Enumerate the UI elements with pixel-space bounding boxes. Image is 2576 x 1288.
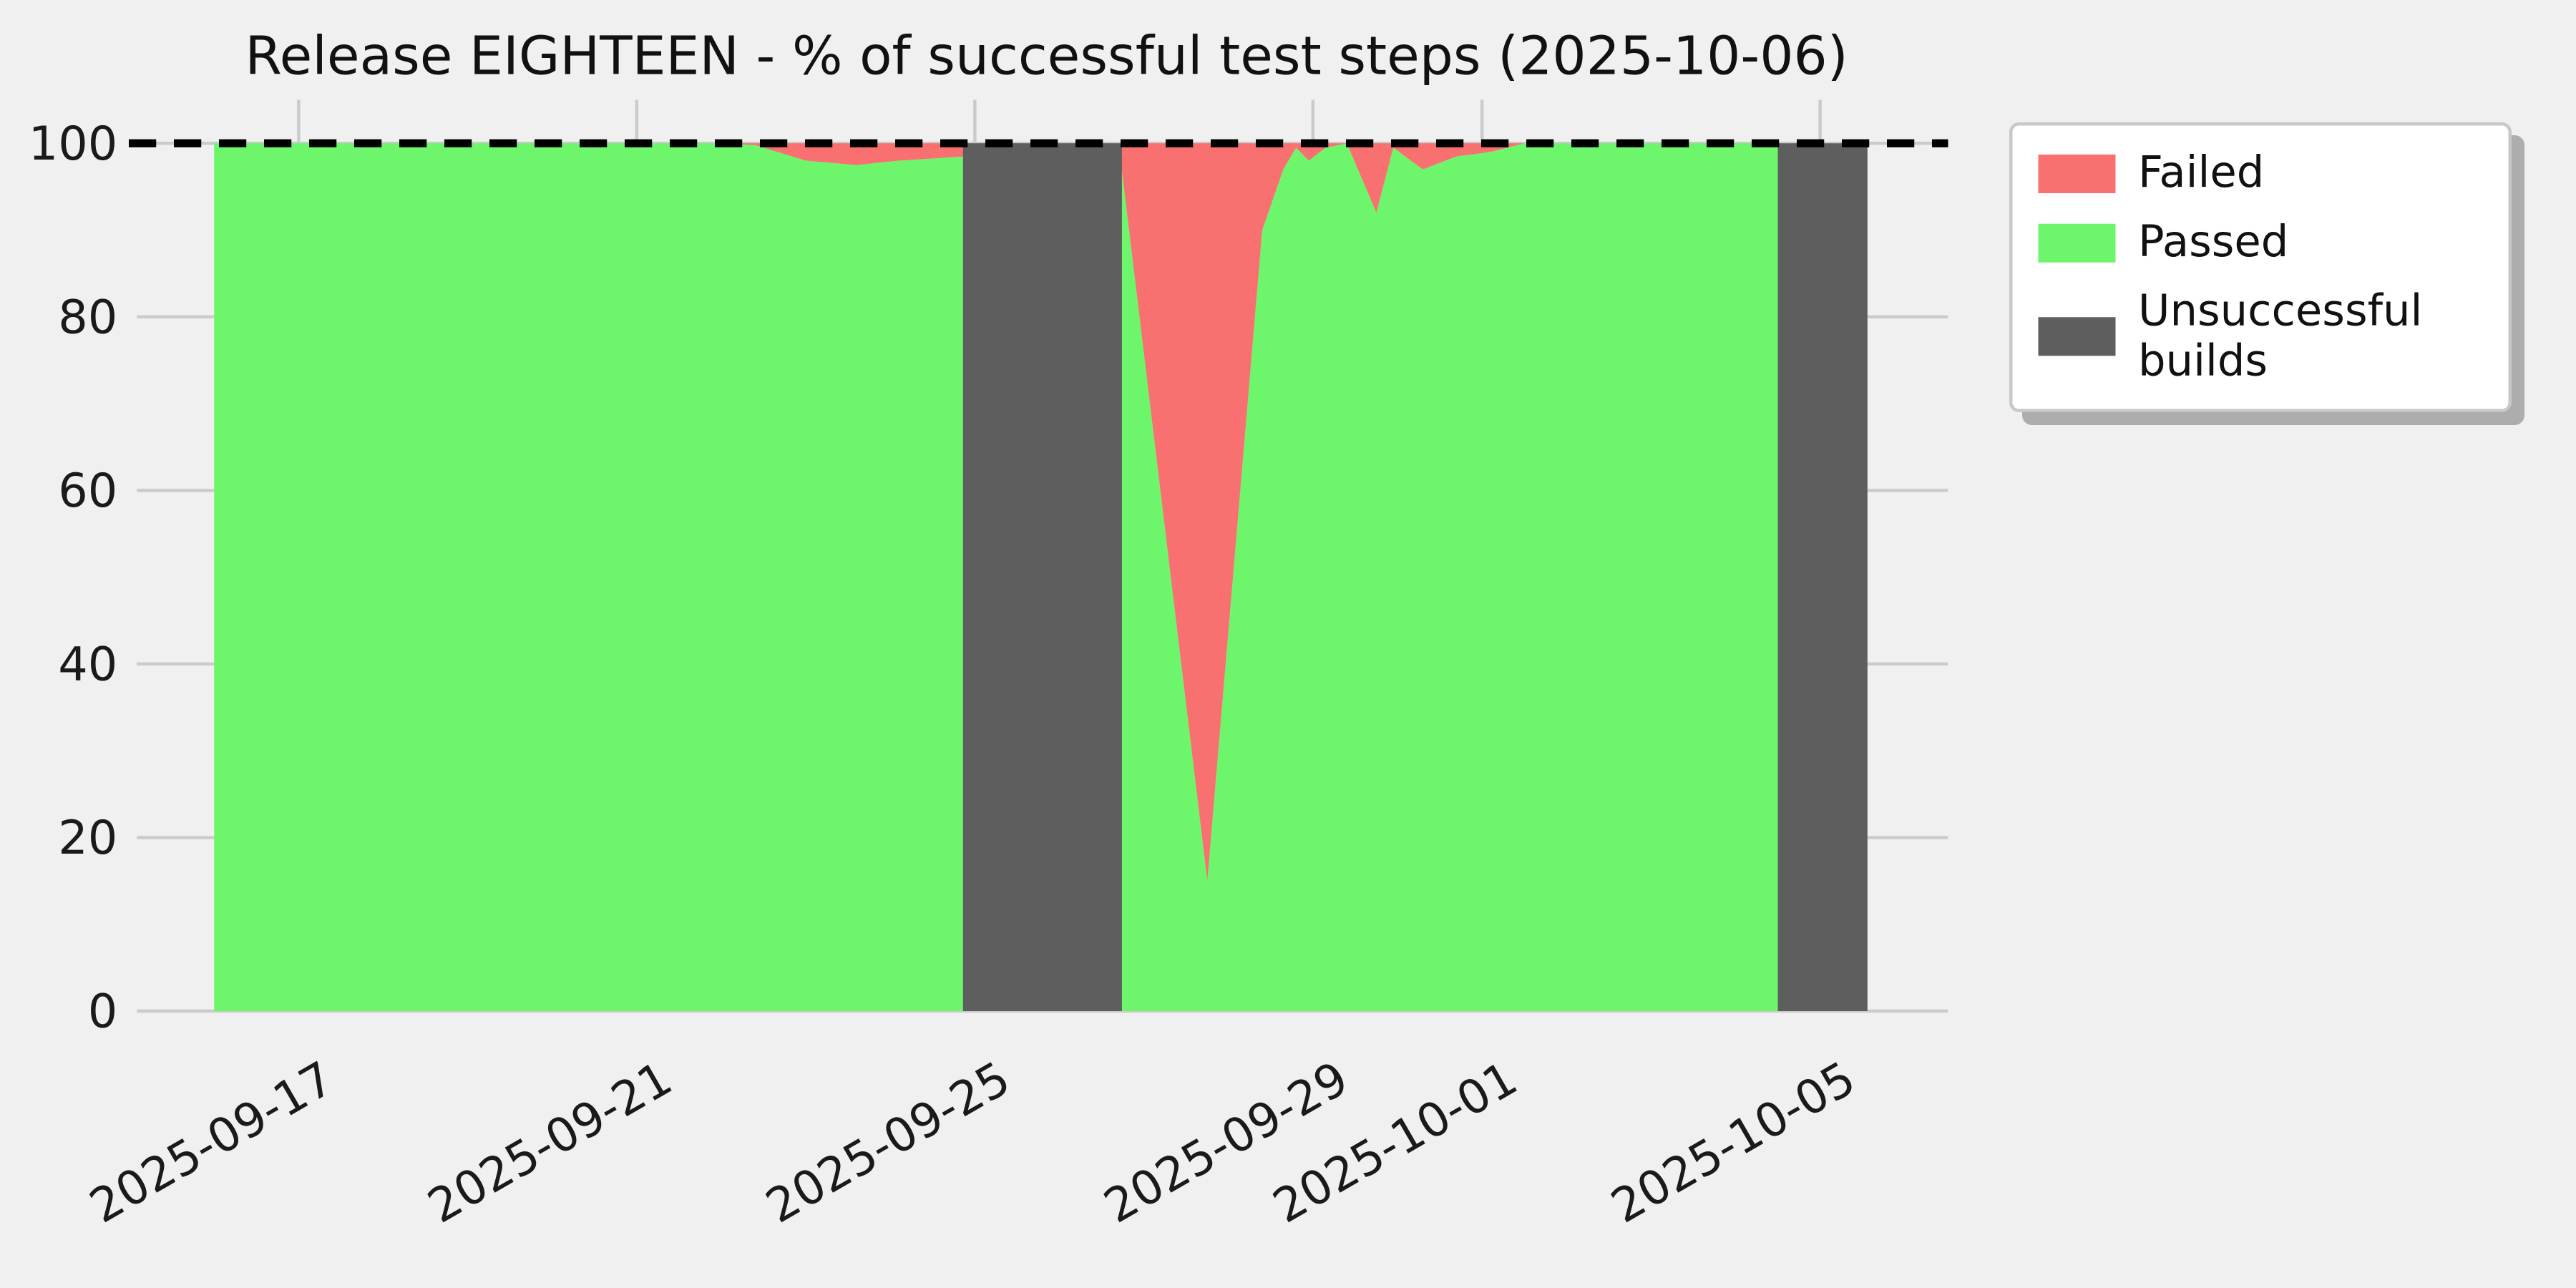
legend-swatch-unsuccessful-icon [2039, 317, 2116, 356]
x-tick-label: 2025-09-17 [81, 1051, 343, 1234]
figure: 0 20 40 60 80 100 2025-09-17 2025-09-21 2025-09-… [0, 0, 2576, 1288]
legend: Failed Passed Unsuccessful builds [2009, 122, 2512, 412]
legend-label-passed: Passed [2138, 218, 2288, 268]
unsuccessful-band [963, 143, 1122, 1011]
y-tick-label: 60 [58, 464, 117, 518]
legend-row-passed: Passed [2039, 218, 2483, 268]
y-tick-label: 40 [58, 637, 117, 691]
y-tick-label: 0 [88, 985, 118, 1039]
legend-swatch-failed-icon [2039, 154, 2116, 192]
chart-title: Release EIGHTEEN - % of successful test … [245, 25, 1848, 87]
legend-swatch-passed-icon [2039, 223, 2116, 262]
y-tick-label: 100 [29, 117, 118, 171]
legend-label-failed: Failed [2138, 148, 2264, 198]
unsuccessful-band [1778, 143, 1868, 1011]
legend-row-unsuccessful: Unsuccessful builds [2039, 287, 2483, 387]
legend-label-unsuccessful: Unsuccessful builds [2138, 287, 2483, 387]
y-tick-label: 80 [58, 290, 117, 344]
x-tick-label: 2025-09-25 [757, 1051, 1019, 1234]
legend-row-failed: Failed [2039, 148, 2483, 198]
x-tick-label: 2025-09-21 [419, 1051, 680, 1234]
x-tick-label: 2025-10-05 [1602, 1051, 1864, 1234]
y-tick-label: 20 [58, 811, 117, 865]
